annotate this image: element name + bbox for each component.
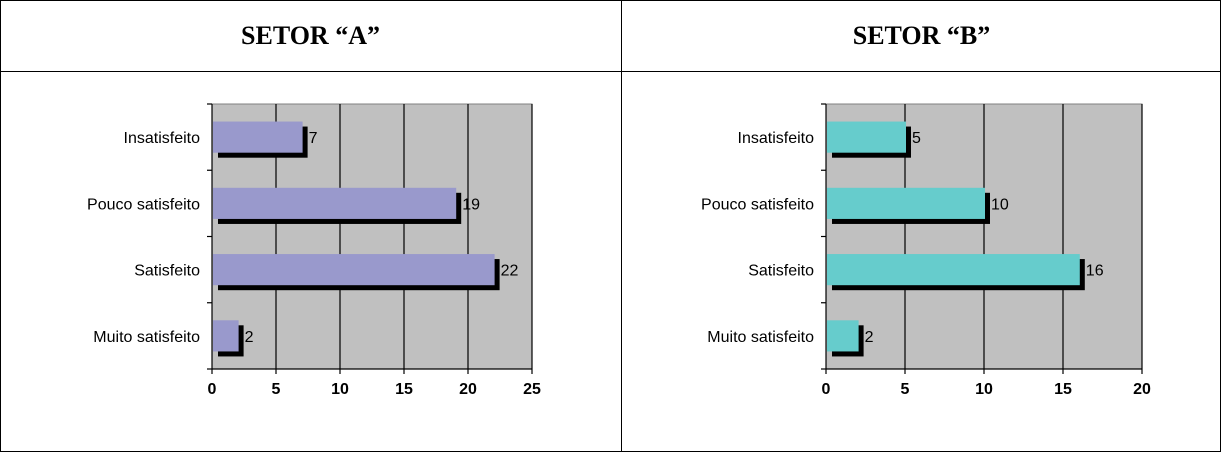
x-tick-label: 20 — [1133, 381, 1151, 398]
x-tick-label: 10 — [331, 381, 349, 398]
value-label: 2 — [865, 329, 874, 346]
bar — [213, 320, 239, 352]
bar — [213, 187, 457, 219]
bar — [213, 254, 495, 286]
column-divider — [621, 0, 622, 452]
setor-b-chart: 0 5 10 15 20 Insatisfeito 5 Pouco satisfeito 10 S… — [701, 103, 1151, 398]
x-tick-label: 20 — [459, 381, 477, 398]
setor-a-chart: 0 5 10 15 20 25 Insatisfeito 7 Pouco satisfeito 1… — [87, 103, 541, 398]
x-tick-label: 10 — [975, 381, 993, 398]
x-tick-label: 5 — [272, 381, 281, 398]
value-label: 16 — [1086, 263, 1104, 280]
category-label: Muito satisfeito — [707, 329, 814, 346]
bar — [827, 121, 906, 153]
value-label: 19 — [462, 196, 480, 213]
setor-b-title: SETOR “B” — [852, 20, 991, 50]
value-label: 10 — [991, 196, 1009, 213]
category-label: Insatisfeito — [738, 130, 815, 147]
bar — [827, 254, 1080, 286]
x-tick-label: 25 — [523, 381, 541, 398]
x-tick-label: 15 — [1054, 381, 1072, 398]
category-label: Satisfeito — [134, 263, 200, 280]
value-label: 22 — [501, 263, 519, 280]
bar — [827, 320, 859, 352]
category-label: Satisfeito — [748, 263, 814, 280]
x-tick-label: 0 — [208, 381, 217, 398]
value-label: 2 — [245, 329, 254, 346]
category-label: Pouco satisfeito — [87, 196, 200, 213]
category-label: Muito satisfeito — [93, 329, 200, 346]
value-label: 5 — [912, 130, 921, 147]
value-label: 7 — [309, 130, 318, 147]
x-tick-label: 0 — [822, 381, 831, 398]
x-tick-label: 5 — [901, 381, 910, 398]
category-label: Insatisfeito — [124, 130, 201, 147]
category-label: Pouco satisfeito — [701, 196, 814, 213]
x-tick-label: 15 — [395, 381, 413, 398]
bar — [827, 187, 985, 219]
setor-a-title: SETOR “A” — [241, 20, 380, 50]
bar — [213, 121, 303, 153]
header-divider — [0, 71, 1221, 72]
